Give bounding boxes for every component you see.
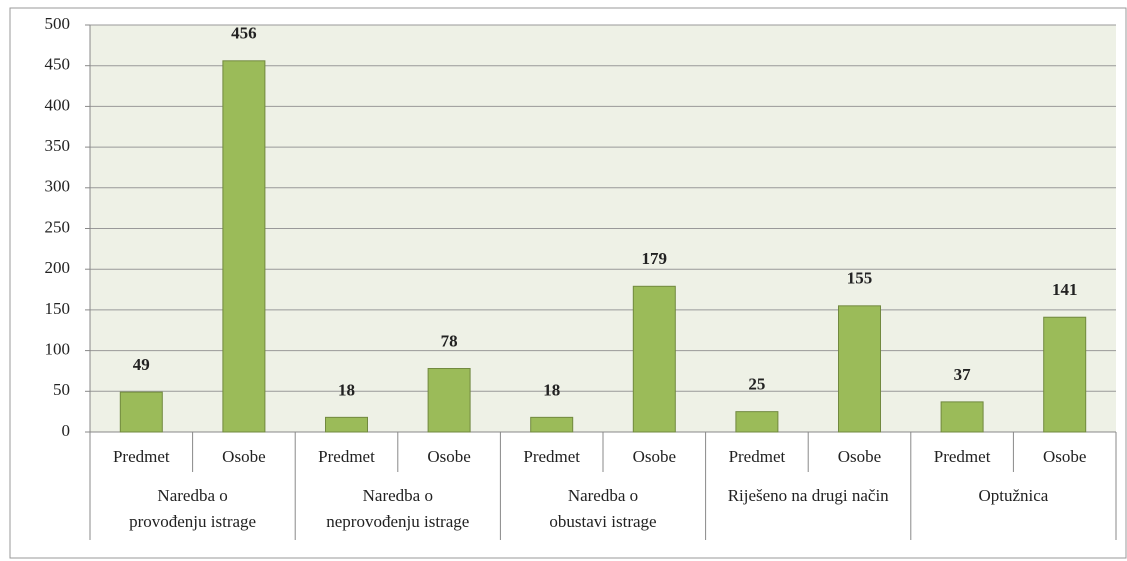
x-tick-label: Predmet xyxy=(934,447,991,466)
x-tick-label: Predmet xyxy=(729,447,786,466)
bar xyxy=(427,368,471,433)
x-tick-label: Predmet xyxy=(318,447,375,466)
x-tick-label: Osobe xyxy=(427,447,470,466)
y-tick-label: 250 xyxy=(45,217,71,236)
value-label: 49 xyxy=(133,355,150,374)
bar xyxy=(632,285,676,433)
y-tick-label: 200 xyxy=(45,258,71,277)
bar xyxy=(1043,316,1087,433)
y-tick-label: 100 xyxy=(45,340,71,359)
y-tick-label: 300 xyxy=(45,177,71,196)
x-tick-label: Osobe xyxy=(633,447,676,466)
group-label: Riješeno na drugi način xyxy=(728,486,889,505)
x-tick-label: Predmet xyxy=(523,447,580,466)
value-label: 37 xyxy=(954,365,972,384)
y-tick-label: 50 xyxy=(53,380,70,399)
group-label: neprovođenju istrage xyxy=(326,512,469,531)
group-label: Optužnica xyxy=(978,486,1048,505)
group-label: Naredba o xyxy=(363,486,433,505)
bar xyxy=(222,60,266,433)
value-label: 78 xyxy=(441,331,458,350)
group-label: obustavi istrage xyxy=(549,512,656,531)
bar xyxy=(735,411,779,433)
value-label: 456 xyxy=(231,24,257,43)
group-label: Naredba o xyxy=(157,486,227,505)
bar xyxy=(325,416,368,433)
x-tick-label: Osobe xyxy=(222,447,265,466)
value-label: 25 xyxy=(748,375,765,394)
x-tick-label: Osobe xyxy=(1043,447,1086,466)
y-tick-label: 450 xyxy=(45,55,71,74)
bar xyxy=(530,416,574,433)
y-tick-label: 400 xyxy=(45,95,71,114)
y-tick-label: 0 xyxy=(62,421,71,440)
group-label: provođenju istrage xyxy=(129,512,256,531)
value-label: 179 xyxy=(642,249,668,268)
bar xyxy=(940,401,984,433)
x-tick-label: Predmet xyxy=(113,447,170,466)
value-label: 18 xyxy=(543,380,560,399)
y-tick-label: 350 xyxy=(45,136,71,155)
x-tick-label: Osobe xyxy=(838,447,881,466)
y-tick-label: 500 xyxy=(45,14,71,33)
bar xyxy=(119,391,163,433)
value-label: 18 xyxy=(338,380,355,399)
value-label: 141 xyxy=(1052,280,1078,299)
bar xyxy=(838,305,881,433)
value-label: 155 xyxy=(847,269,873,288)
group-label: Naredba o xyxy=(568,486,638,505)
y-tick-label: 150 xyxy=(45,299,71,318)
